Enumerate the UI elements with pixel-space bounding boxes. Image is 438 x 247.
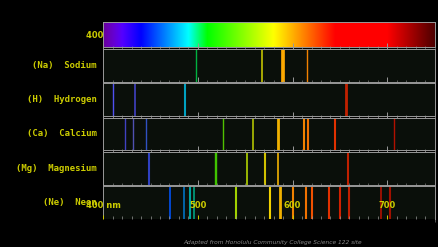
Text: (H)  Hydrogen: (H) Hydrogen: [27, 95, 96, 104]
Text: (Ne)  Neon: (Ne) Neon: [43, 198, 96, 207]
Text: Adapted from Honolulu Community College Science 122 site: Adapted from Honolulu Community College …: [183, 240, 360, 245]
Text: (Na)  Sodium: (Na) Sodium: [32, 61, 96, 70]
Text: (Ca)  Calcium: (Ca) Calcium: [27, 129, 96, 139]
Text: (Mg)  Magnesium: (Mg) Magnesium: [16, 164, 96, 173]
